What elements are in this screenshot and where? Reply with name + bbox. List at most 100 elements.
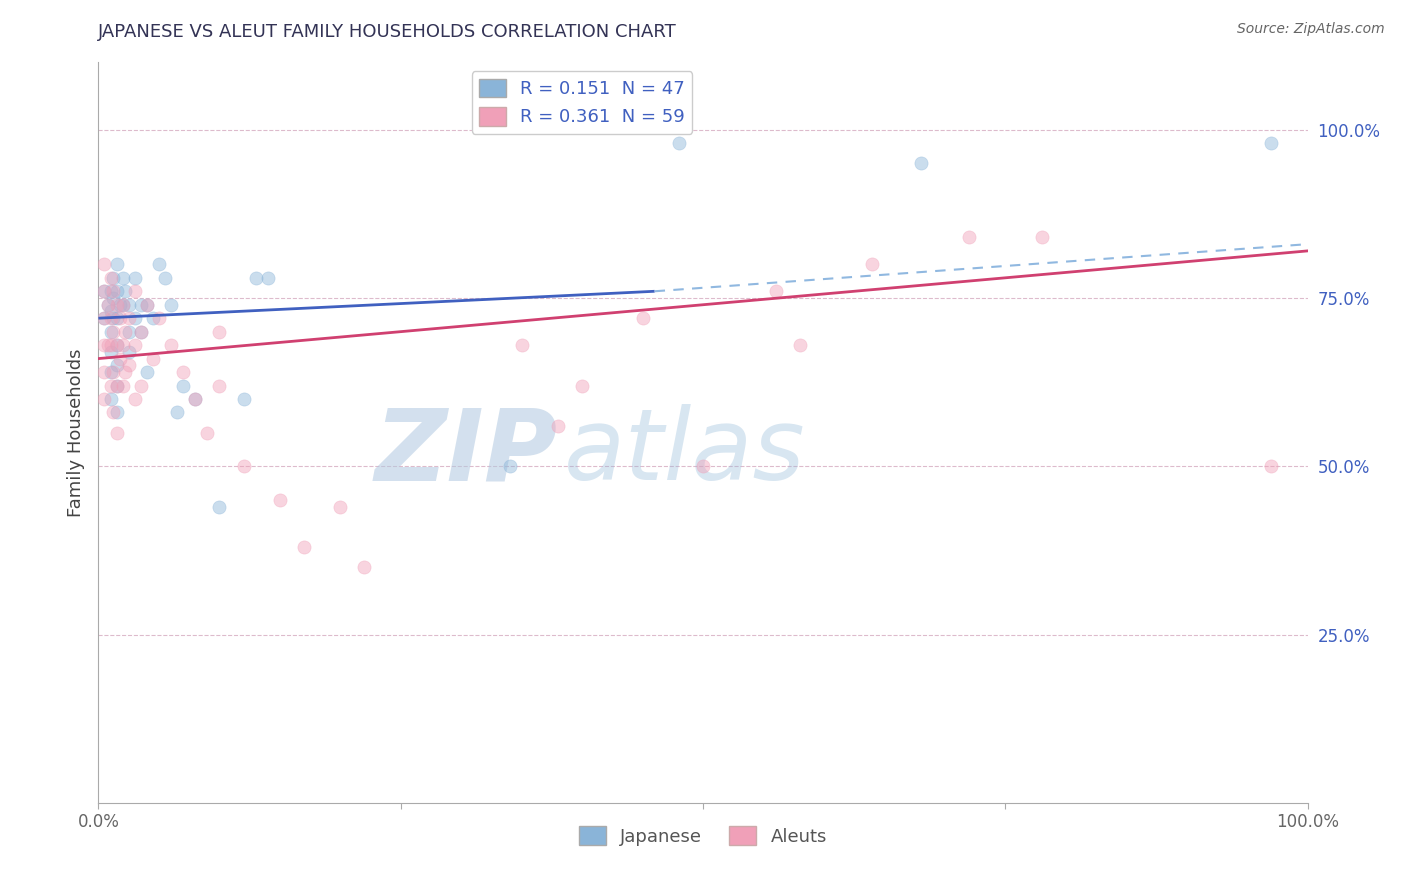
Point (135, 365, 157, 379)
Point (111, 378, 134, 392)
Point (135, 298, 157, 312)
Point (93, 338, 115, 352)
Point (100, 325, 122, 339)
Point (118, 311, 141, 326)
Point (93, 311, 115, 326)
Point (148, 257, 170, 271)
Legend: Japanese, Aleuts: Japanese, Aleuts (571, 819, 835, 853)
Point (498, 459, 520, 474)
Point (100, 285, 122, 299)
Point (105, 285, 128, 299)
Point (129, 325, 152, 339)
Point (232, 459, 254, 474)
Point (101, 405, 124, 419)
Point (105, 405, 128, 419)
Point (105, 378, 128, 392)
Point (148, 311, 170, 326)
Point (571, 378, 593, 392)
Point (101, 365, 124, 379)
Point (292, 540, 315, 554)
Point (184, 392, 207, 406)
Point (100, 378, 122, 392)
Point (124, 270, 146, 285)
Point (195, 425, 218, 440)
Point (97, 338, 120, 352)
Point (329, 500, 352, 514)
Point (105, 338, 128, 352)
Point (160, 338, 183, 352)
Point (108, 298, 131, 312)
Text: atlas: atlas (564, 404, 806, 501)
Point (129, 378, 152, 392)
Point (105, 359, 128, 373)
Point (142, 351, 165, 366)
Point (232, 392, 254, 406)
Point (172, 365, 194, 379)
Point (269, 492, 291, 507)
Point (111, 298, 134, 312)
Point (353, 560, 375, 574)
Point (547, 418, 569, 433)
Point (910, 156, 932, 170)
Point (100, 392, 122, 406)
Point (111, 270, 134, 285)
Point (114, 365, 136, 379)
Point (142, 311, 165, 326)
Point (100, 365, 122, 379)
Point (1260, 136, 1282, 151)
Point (118, 344, 141, 359)
Point (118, 359, 141, 373)
Point (245, 270, 267, 285)
Y-axis label: Family Households: Family Households (66, 349, 84, 516)
Point (100, 311, 122, 326)
Point (208, 325, 231, 339)
Point (957, 230, 980, 244)
Point (111, 298, 134, 312)
Point (208, 378, 231, 392)
Point (114, 325, 136, 339)
Point (101, 291, 124, 305)
Point (129, 325, 152, 339)
Text: Source: ZipAtlas.com: Source: ZipAtlas.com (1237, 22, 1385, 37)
Point (860, 257, 883, 271)
Point (692, 459, 714, 474)
Point (124, 311, 146, 326)
Text: JAPANESE VS ALEUT FAMILY HOUSEHOLDS CORRELATION CHART: JAPANESE VS ALEUT FAMILY HOUSEHOLDS CORR… (98, 23, 678, 41)
Point (114, 285, 136, 299)
Point (160, 298, 183, 312)
Point (108, 351, 131, 366)
Point (100, 304, 122, 318)
Point (93, 285, 115, 299)
Point (108, 311, 131, 326)
Point (256, 270, 278, 285)
Point (1260, 459, 1282, 474)
Point (124, 392, 146, 406)
Point (510, 338, 533, 352)
Point (93, 257, 115, 271)
Point (172, 378, 194, 392)
Point (184, 392, 207, 406)
Point (668, 136, 690, 151)
Point (124, 285, 146, 299)
Point (135, 298, 157, 312)
Point (166, 405, 188, 419)
Point (631, 311, 654, 326)
Point (100, 344, 122, 359)
Point (129, 298, 152, 312)
Point (101, 325, 124, 339)
Point (124, 338, 146, 352)
Point (118, 325, 141, 339)
Point (765, 285, 787, 299)
Point (118, 298, 141, 312)
Point (105, 257, 128, 271)
Point (93, 365, 115, 379)
Point (97, 298, 120, 312)
Point (97, 298, 120, 312)
Point (105, 298, 128, 312)
Point (101, 270, 124, 285)
Point (93, 285, 115, 299)
Point (111, 338, 134, 352)
Point (100, 338, 122, 352)
Point (100, 270, 122, 285)
Point (153, 270, 176, 285)
